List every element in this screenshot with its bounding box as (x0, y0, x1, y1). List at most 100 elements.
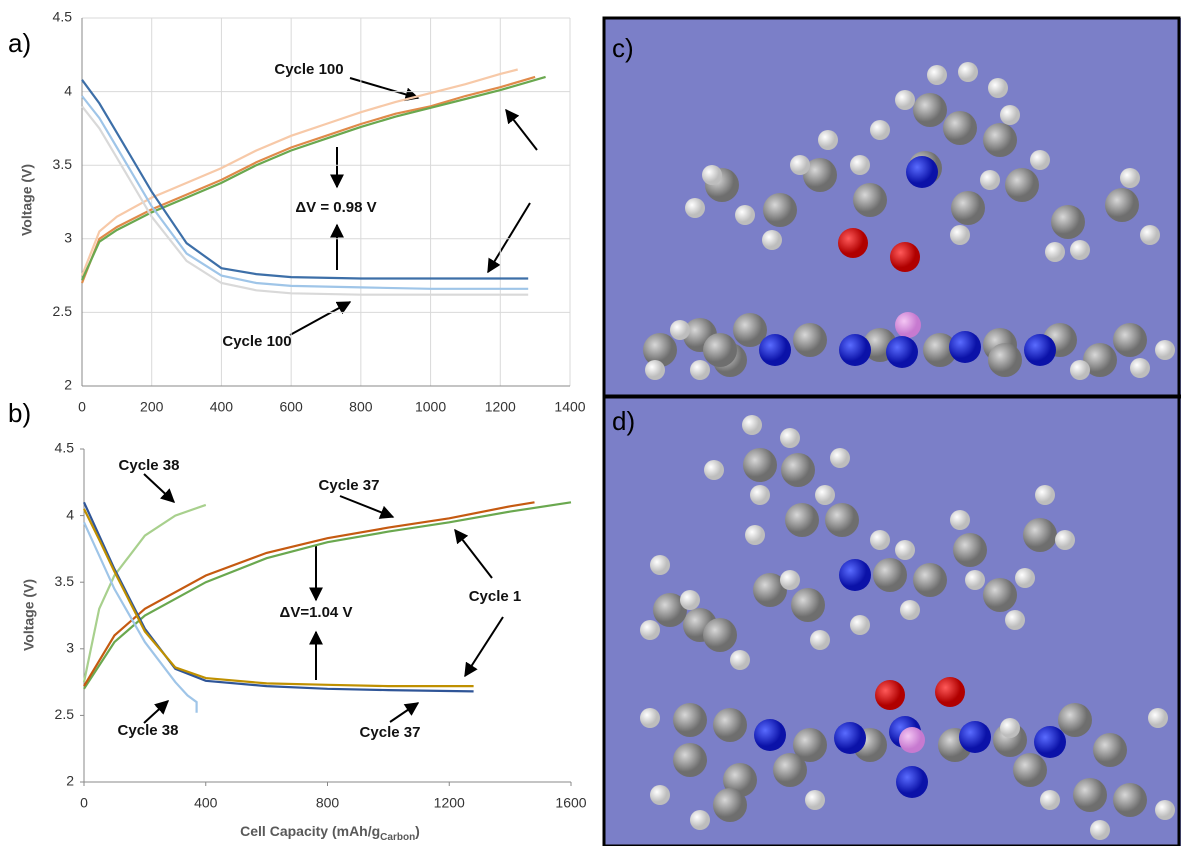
atom (750, 485, 770, 505)
atom (1055, 530, 1075, 550)
line-series (82, 77, 535, 283)
atom (825, 503, 859, 537)
atom (830, 448, 850, 468)
x-tick-label: 600 (279, 399, 303, 415)
atom (1140, 225, 1160, 245)
atom (927, 65, 947, 85)
atom (690, 810, 710, 830)
x-axis-label: Cell Capacity (mAh/gCarbon) (240, 823, 420, 843)
atom (839, 559, 871, 591)
atom (913, 93, 947, 127)
arrow (144, 474, 174, 502)
line-series (84, 509, 474, 686)
annotation: Cycle 38 (119, 457, 180, 474)
atom (773, 753, 807, 787)
atom (759, 334, 791, 366)
atom (818, 130, 838, 150)
atom (839, 334, 871, 366)
annotation: ΔV=1.04 V (280, 604, 353, 621)
atom (935, 677, 965, 707)
atom (951, 191, 985, 225)
arrow (465, 617, 503, 676)
atom (953, 533, 987, 567)
x-tick-label: 1200 (434, 795, 465, 811)
annotation: ΔV = 0.98 V (295, 199, 376, 216)
atom (1113, 323, 1147, 357)
atom (1023, 518, 1057, 552)
y-tick-label: 2 (64, 377, 72, 393)
atom (1120, 168, 1140, 188)
atom (743, 448, 777, 482)
x-axis-label-text: Cell Capacity (mAh/g (240, 823, 380, 839)
x-tick-label: 200 (140, 399, 164, 415)
atom (1005, 168, 1039, 202)
atom (713, 708, 747, 742)
figure: c) d) 22.533.544.50200400600800100012001… (0, 0, 1181, 846)
x-tick-label: 400 (194, 795, 218, 811)
atom (1058, 703, 1092, 737)
atom (690, 360, 710, 380)
atom (850, 155, 870, 175)
atom (1000, 105, 1020, 125)
atom (950, 510, 970, 530)
atom (1113, 783, 1147, 817)
x-tick-label: 400 (210, 399, 234, 415)
atom (980, 170, 1000, 190)
atom (959, 721, 991, 753)
arrow (488, 203, 530, 272)
y-axis-label: Voltage (V) (19, 164, 35, 236)
atom (640, 708, 660, 728)
atom (680, 590, 700, 610)
y-tick-label: 2.5 (53, 303, 73, 319)
atom (899, 727, 925, 753)
annotation: Cycle 100 (274, 61, 343, 78)
atom (762, 230, 782, 250)
line-series (84, 502, 474, 691)
x-tick-label: 800 (316, 795, 340, 811)
atom (870, 120, 890, 140)
atom (895, 90, 915, 110)
atom (650, 785, 670, 805)
arrow (455, 530, 492, 578)
x-tick-label: 1200 (485, 399, 516, 415)
atom (1000, 718, 1020, 738)
annotation: Cycle 37 (319, 477, 380, 494)
annotation: Cycle 37 (360, 724, 421, 741)
annotation: Cycle 38 (118, 722, 179, 739)
atom (1130, 358, 1150, 378)
atom (685, 198, 705, 218)
annotation: Cycle 100 (222, 333, 291, 350)
y-tick-label: 2.5 (55, 706, 75, 722)
panel-label: c) (612, 33, 634, 63)
arrow (506, 110, 537, 150)
atom (645, 360, 665, 380)
atom (735, 205, 755, 225)
atom (838, 228, 868, 258)
x-axis-label-sub: Carbon (380, 832, 415, 843)
arrow (350, 78, 418, 98)
atom (754, 719, 786, 751)
panel-label: d) (612, 406, 635, 436)
atom (1024, 334, 1056, 366)
atom (810, 630, 830, 650)
atom (703, 333, 737, 367)
atom (988, 343, 1022, 377)
atom (673, 743, 707, 777)
atom (815, 485, 835, 505)
atom (1040, 790, 1060, 810)
x-tick-label: 0 (80, 795, 88, 811)
atom (640, 620, 660, 640)
arrow (144, 701, 168, 723)
x-tick-label: 1600 (555, 795, 586, 811)
atom (850, 615, 870, 635)
atom (886, 336, 918, 368)
atom (793, 323, 827, 357)
atom (780, 570, 800, 590)
atom (853, 183, 887, 217)
atom (745, 525, 765, 545)
atom (1015, 568, 1035, 588)
arrows (144, 78, 537, 723)
y-tick-label: 4.5 (55, 440, 75, 456)
atom (983, 578, 1017, 612)
panel-label: b) (8, 398, 31, 428)
